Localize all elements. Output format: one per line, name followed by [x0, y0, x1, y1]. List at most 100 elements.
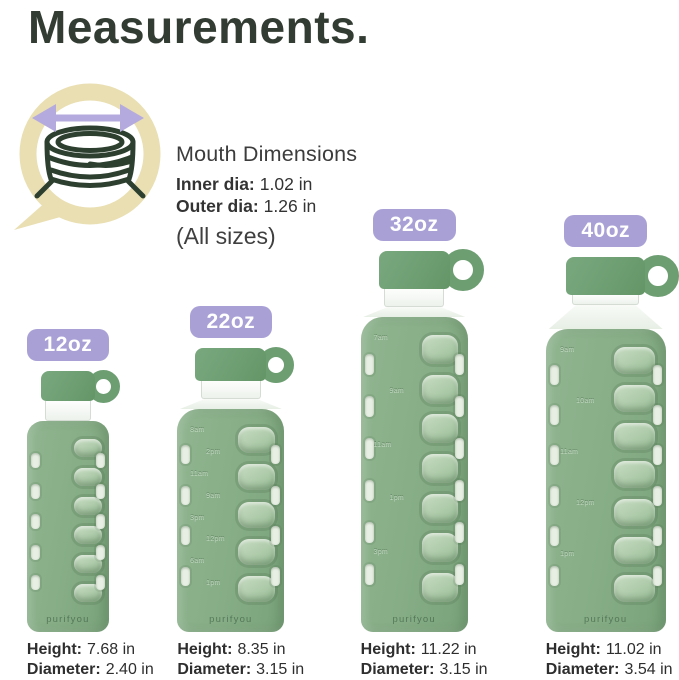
- bottle-cap: [566, 257, 646, 295]
- bottle-dims: Height: 8.35 in Diameter: 3.15 in: [177, 640, 304, 680]
- sleeve-side-slot: [454, 480, 464, 501]
- bottle-dims: Height: 11.22 in Diameter: 3.15 in: [361, 640, 488, 680]
- mouth-diameter-icon: [6, 82, 170, 236]
- height-value: 7.68 in: [87, 641, 136, 658]
- time-marking: 3pm: [373, 548, 389, 556]
- sleeve-side-slot: [181, 526, 191, 546]
- outer-diameter: Outer dia: 1.26 in: [176, 196, 357, 218]
- diameter-label: Diameter:: [545, 661, 620, 678]
- sleeve-window: [73, 555, 102, 573]
- sleeve-window: [421, 453, 459, 483]
- time-marking: 1pm: [560, 551, 575, 558]
- size-label: 12oz: [43, 333, 93, 356]
- sleeve-side-slot: [652, 565, 662, 586]
- bottle-column: 22oz 8am 2pm 11am 9am 3pm 12pm 6am 1pm purifyou…: [136, 198, 326, 680]
- bottle-neck-glass: [384, 289, 445, 307]
- diameter-line: Diameter: 3.15 in: [361, 660, 488, 680]
- slots-left: [30, 453, 40, 590]
- time-marking: 9am: [560, 347, 575, 354]
- sleeve-side-slot: [364, 438, 374, 459]
- sleeve-window: [421, 414, 459, 444]
- bottle-dims: Height: 11.02 in Diameter: 3.54 in: [545, 640, 673, 680]
- diameter-line: Diameter: 3.54 in: [545, 660, 673, 680]
- bottles-row: 12oz purifyou Height: 7.68 in Diameter: 2: [0, 198, 679, 680]
- time-marking: 11am: [560, 449, 579, 456]
- cap-wrap: [195, 347, 295, 383]
- height-line: Height: 11.22 in: [361, 640, 477, 660]
- sleeve-side-slot: [364, 564, 374, 585]
- height-line: Height: 8.35 in: [177, 640, 285, 660]
- sleeve-window: [238, 576, 275, 602]
- bottle-sleeve: 9am 10am 11am 12pm 1pm purifyou: [545, 329, 666, 632]
- time-marking: 1pm: [206, 580, 221, 588]
- diameter-value: 2.40 in: [105, 661, 154, 678]
- size-badge: 32oz: [372, 209, 456, 241]
- sleeve-side-slot: [364, 480, 374, 501]
- sleeve-window: [238, 464, 275, 491]
- window-grid: [421, 335, 459, 602]
- sleeve-side-slot: [181, 566, 191, 586]
- sleeve-side-slot: [549, 365, 559, 385]
- sleeve-window: [238, 501, 275, 528]
- sleeve-window: [614, 537, 655, 564]
- cap-wrap: [378, 249, 484, 291]
- height-value: 11.22 in: [420, 641, 477, 658]
- sleeve-side-slot: [652, 485, 662, 506]
- size-label: 22oz: [206, 310, 256, 333]
- size-badge: 12oz: [26, 329, 110, 361]
- time-markings: 7am 9am 11am 1pm 3pm: [374, 335, 410, 602]
- sleeve-side-slot: [271, 526, 281, 546]
- diameter-value: 3.54 in: [624, 661, 673, 678]
- bottle-graphic: purifyou: [26, 370, 120, 632]
- bottle-graphic: 8am 2pm 11am 9am 3pm 12pm 6am 1pm purifyou: [177, 347, 295, 632]
- time-marking: 3pm: [190, 514, 205, 522]
- bottle-neck-glass: [200, 381, 261, 399]
- bottle-column: 12oz purifyou Height: 7.68 in Diameter: 2: [0, 198, 154, 680]
- time-marking: 12pm: [206, 536, 225, 544]
- height-label: Height:: [545, 641, 601, 658]
- brand-label: purifyou: [584, 614, 628, 625]
- size-badge: 22oz: [189, 306, 273, 338]
- sleeve-window: [614, 499, 655, 526]
- brand-label: purifyou: [209, 614, 253, 625]
- sleeve-side-slot: [95, 453, 105, 468]
- height-label: Height:: [26, 641, 82, 658]
- height-line: Height: 7.68 in: [26, 640, 135, 660]
- sleeve-side-slot: [454, 522, 464, 543]
- sleeve-side-slot: [30, 453, 40, 468]
- sleeve-side-slot: [271, 485, 281, 505]
- cap-wrap: [566, 255, 679, 297]
- sleeve-window: [614, 385, 655, 412]
- sleeve-side-slot: [652, 365, 662, 385]
- time-marking: 2pm: [206, 448, 221, 456]
- time-markings: 8am 2pm 11am 9am 3pm 12pm 6am 1pm: [190, 427, 226, 602]
- time-marking: 9am: [206, 492, 221, 500]
- diameter-line: Diameter: 2.40 in: [27, 660, 154, 680]
- sleeve-window: [73, 497, 102, 515]
- sleeve-window: [614, 423, 655, 450]
- inner-diameter-label: Inner dia:: [176, 174, 255, 194]
- outer-diameter-label: Outer dia:: [176, 195, 259, 216]
- sleeve-side-slot: [181, 445, 191, 464]
- time-marking: 1pm: [389, 495, 405, 503]
- time-marking: 7am: [373, 335, 389, 342]
- bottle-cap: [378, 251, 450, 289]
- sleeve-side-slot: [454, 438, 464, 459]
- height-value: 11.02 in: [605, 641, 662, 658]
- mouth-dimensions-text: Mouth Dimensions Inner dia: 1.02 in Outer…: [176, 82, 357, 250]
- mouth-dimensions-heading: Mouth Dimensions: [176, 142, 358, 166]
- sleeve-side-slot: [364, 396, 374, 417]
- cap-wrap: [40, 370, 120, 403]
- diameter-line: Diameter: 3.15 in: [177, 660, 304, 680]
- sleeve-window: [421, 533, 459, 563]
- sleeve-window: [421, 572, 459, 602]
- sleeve-side-slot: [652, 445, 662, 466]
- mouth-dimensions-section: Mouth Dimensions Inner dia: 1.02 in Outer…: [6, 82, 357, 250]
- slots-right: [454, 354, 464, 585]
- sleeve-side-slot: [364, 354, 374, 375]
- height-line: Height: 11.02 in: [546, 640, 666, 660]
- bottle-shoulder-glass: [179, 399, 282, 409]
- time-marking: 11am: [190, 470, 209, 478]
- sleeve-side-slot: [271, 445, 281, 464]
- sleeve-side-slot: [95, 514, 105, 529]
